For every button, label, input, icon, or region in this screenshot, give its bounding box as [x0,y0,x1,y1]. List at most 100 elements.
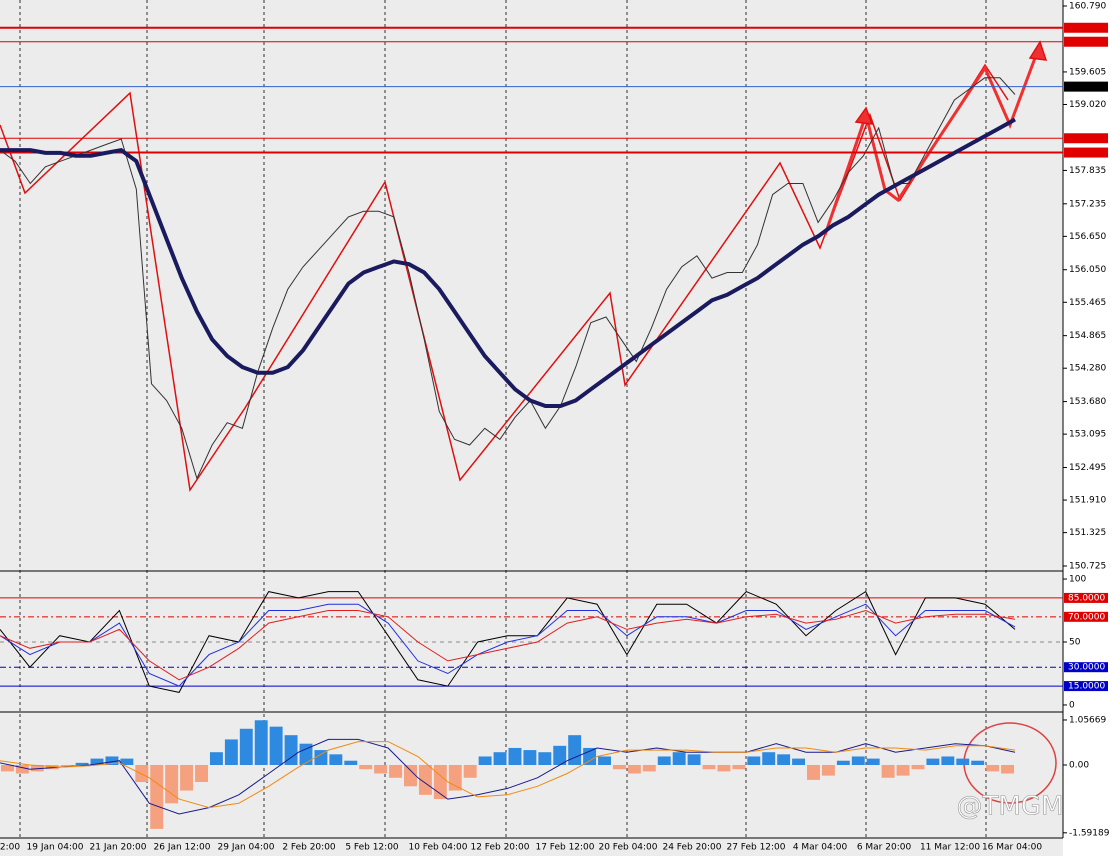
level-label-box [1064,592,1108,603]
series-line [0,590,1016,693]
histogram-bar [1001,764,1014,774]
level-label: 15.0000 [1068,682,1105,692]
histogram-bar [75,762,89,765]
axis-background [1063,0,1112,856]
histogram-bar [418,764,432,795]
x-tick-label: 4 Mar 04:00 [793,843,848,853]
y-tick-label: 160.790 [1069,2,1106,12]
histogram-bar [239,728,253,765]
level-label-box [1064,611,1108,622]
histogram-bar [717,764,731,772]
y-tick-label: 0 [1069,700,1075,710]
histogram-bar [209,752,223,765]
x-tick-label: 20 Feb 04:00 [598,843,657,853]
x-tick-label: 27 Feb 12:00 [726,843,785,853]
histogram-bar [404,764,417,787]
histogram-bar [672,752,686,765]
histogram-bar [224,739,238,765]
histogram-bar [359,764,373,770]
y-tick-label: 157.235 [1069,199,1106,209]
y-tick-label: 155.465 [1069,298,1106,308]
series-line [0,117,1016,408]
histogram-bar [314,750,328,765]
histogram-bar [881,764,895,778]
y-tick-label: 0.00 [1069,760,1089,770]
arrow-head [854,106,874,125]
histogram-bar [583,747,597,765]
level-label-box [1064,681,1108,692]
x-tick-label: 10 Feb 04:00 [408,843,467,853]
x-tick-label: 2:00 [0,843,20,853]
y-tick-label: 152.495 [1069,463,1106,473]
histogram-bar [598,756,611,765]
histogram-bar [120,758,134,765]
level-label-box [1064,22,1108,33]
x-tick-label: 17 Feb 12:00 [535,843,594,853]
histogram-bar [762,752,776,765]
x-tick-label: 2 Feb 20:00 [282,843,336,853]
x-tick-label: 16 Mar 04:00 [982,843,1042,853]
histogram-bar [45,764,59,770]
level-label: 30.0000 [1068,663,1105,673]
histogram-bar [15,764,29,774]
y-tick-label: -1.59189 [1069,828,1110,838]
histogram-bar [911,764,925,770]
histogram-bar [642,764,656,772]
histogram-bar [538,752,552,765]
histogram-bar [478,756,492,765]
y-tick-label: 154.865 [1069,331,1106,341]
y-tick-label: 151.325 [1069,528,1106,538]
y-tick-label: 159.605 [1069,67,1106,77]
series-line [0,609,1016,681]
histogram-bar [344,760,358,765]
y-tick-label: 159.020 [1069,100,1106,110]
y-tick-label: 151.910 [1069,496,1106,506]
histogram-bar [165,764,179,804]
histogram-bar [657,756,671,765]
histogram-bar [627,764,641,774]
histogram-bar [941,756,955,765]
zigzag [0,63,1009,493]
y-tick-label: 1.05669 [1069,715,1106,725]
y-tick-label: 50 [1069,638,1081,648]
histogram-bar [374,764,388,774]
histogram-bar [732,764,746,770]
x-tick-label: 29 Jan 04:00 [218,843,275,853]
series-line [0,738,1016,815]
histogram-bar [702,764,716,770]
series-line [0,603,1016,687]
annotations [0,40,1057,804]
y-tick-label: 154.280 [1069,364,1106,374]
level-label-box [1064,147,1108,158]
histogram-bar [299,743,313,765]
x-tick-label: 12 Feb 20:00 [470,843,529,853]
histogram-bar [612,764,626,770]
x-tick-label: 19 Jan 04:00 [27,843,84,853]
histogram-bar [105,756,119,765]
level-label-box [1064,662,1108,673]
x-tick-label: 5 Feb 12:00 [345,843,399,853]
histogram-bar [269,726,283,765]
watermark: @TMGM [957,792,1064,822]
histogram-bar [807,764,820,780]
histogram-bar [254,720,268,765]
histogram-bar [195,764,208,783]
histogram-bar [687,754,701,765]
histogram-bar [956,758,970,765]
histogram-bar [508,747,522,765]
histogram-bar [180,764,194,791]
grid [19,0,987,838]
histogram-bar [463,764,477,778]
histogram-bar [90,758,104,765]
histogram-bar [866,758,880,765]
level-label-box [1064,81,1108,92]
histogram-bar [821,764,835,776]
x-tick-label: 21 Jan 20:00 [90,843,147,853]
y-tick-label: 156.050 [1069,265,1106,275]
histogram-bar [836,760,850,765]
level-label-box [1064,36,1108,47]
level-label-box [1064,133,1108,144]
x-tick-label: 24 Feb 20:00 [662,843,721,853]
